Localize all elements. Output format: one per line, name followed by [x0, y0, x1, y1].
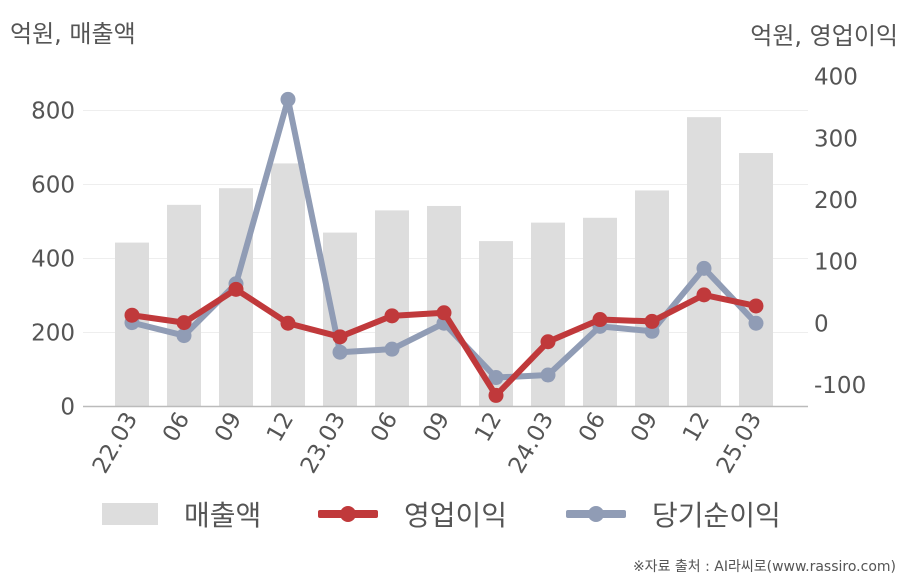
net-swatch: [566, 506, 626, 522]
operating-profit-point: [280, 315, 296, 331]
right-axis-unit: 억원, 영업이익: [750, 22, 898, 50]
operating-profit-point: [592, 312, 608, 328]
operating-profit-point: [384, 308, 400, 324]
net-income-point: [176, 328, 192, 344]
sales-bar: [167, 204, 201, 407]
sales-bar: [323, 232, 357, 407]
net-income-point: [280, 91, 296, 107]
left-tick-label: 400: [31, 247, 75, 273]
right-tick-label: -100: [814, 373, 866, 399]
x-tick-label: 06: [158, 408, 195, 446]
x-tick-label: 06: [574, 408, 611, 446]
operating-profit-point: [228, 281, 244, 297]
right-tick-label: 100: [814, 250, 858, 276]
operating-profit-point: [124, 307, 140, 323]
net-income-point: [748, 315, 764, 331]
legend-label-sales: 매출액: [184, 499, 262, 532]
left-tick-label: 600: [31, 173, 75, 199]
left-tick-label: 0: [60, 395, 75, 421]
x-tick-label: 09: [626, 408, 663, 446]
legend-label-op: 영업이익: [404, 499, 508, 532]
x-tick-label: 12: [678, 408, 715, 446]
operating-profit-point: [540, 334, 556, 350]
sales-bar: [739, 153, 773, 407]
operating-profit-point: [644, 313, 660, 329]
x-tick-label: 09: [418, 408, 455, 446]
x-tick-label: 25.03: [712, 408, 767, 478]
right-tick-label: 300: [814, 126, 858, 152]
left-tick-label: 800: [31, 99, 75, 125]
chart-area: 0 200 400 600 800 -100 0 100 200 300 400 22.03 06 09 1…: [31, 65, 866, 478]
net-income-point: [488, 370, 504, 386]
legend-label-net: 당기순이익: [652, 499, 781, 532]
legend-item-net: 당기순이익: [566, 494, 781, 534]
operating-profit-point: [488, 387, 504, 403]
net-income-point: [540, 367, 556, 383]
operating-profit-point: [332, 329, 348, 345]
legend-item-op: 영업이익: [318, 494, 507, 534]
x-tick-label: 12: [470, 408, 507, 446]
net-income-point: [332, 344, 348, 360]
sales-swatch: [102, 503, 158, 525]
op-swatch: [318, 506, 378, 522]
right-tick-label: 400: [814, 65, 858, 91]
operating-profit-point: [696, 287, 712, 303]
right-tick-label: 200: [814, 188, 858, 214]
x-tick-label: 09: [210, 408, 247, 446]
left-axis-unit: 억원, 매출액: [10, 20, 136, 48]
x-tick-label: 23.03: [296, 408, 351, 478]
x-tick-label: 22.03: [88, 408, 143, 478]
operating-profit-series: [124, 281, 764, 403]
operating-profit-point: [436, 305, 452, 321]
operating-profit-point: [748, 298, 764, 314]
sales-bars: [115, 117, 773, 407]
operating-profit-point: [176, 315, 192, 331]
net-income-point: [696, 260, 712, 276]
x-tick-label: 06: [366, 408, 403, 446]
net-income-point: [384, 341, 400, 357]
legend-item-sales: 매출액: [102, 494, 261, 534]
x-tick-label: 24.03: [504, 408, 559, 478]
right-tick-label: 0: [814, 311, 829, 337]
source-note: ※자료 출처 : AI라씨로(www.rassiro.com): [632, 559, 896, 575]
x-tick-label: 12: [262, 408, 299, 446]
sales-bar: [271, 163, 305, 407]
left-tick-label: 200: [31, 321, 75, 347]
sales-bar: [635, 190, 669, 407]
